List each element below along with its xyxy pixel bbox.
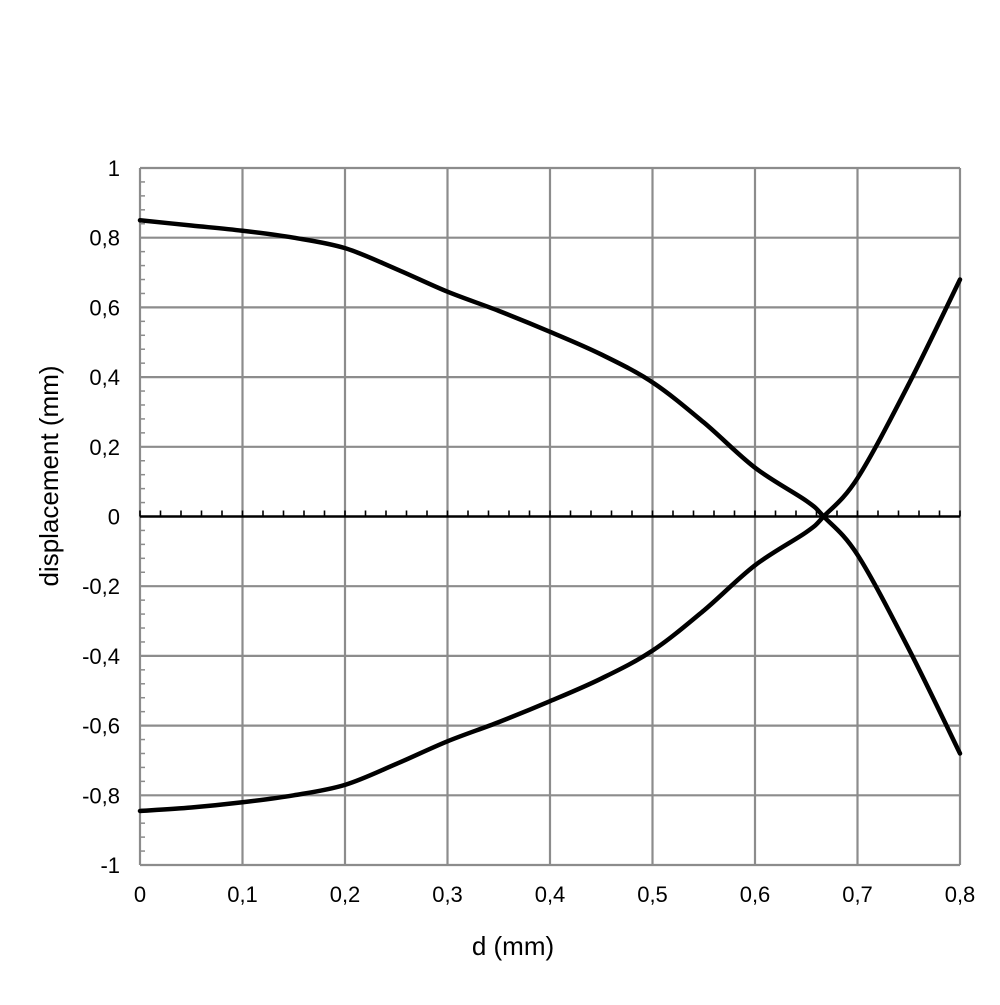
y-tick-label: -0,6 [82,714,120,739]
series-line-2 [137,277,963,814]
label-layer: 0 0,1 0,2 0,3 0,4 0,5 0,6 0,7 0,810,80,60,40,20-… [82,156,975,907]
x-tick-label: 0,3 [432,882,463,907]
x-tick-label: 0,1 [227,882,258,907]
y-tick-label: 0,6 [89,295,120,320]
series-line-1 [137,218,963,756]
x-tick-label: 0,7 [842,882,873,907]
y-tick-label: 0,4 [89,365,120,390]
x-tick-label: 0,4 [535,882,566,907]
x-tick-label: 0,6 [740,882,771,907]
y-tick-label: 0,2 [89,435,120,460]
y-axis-title: displacement (mm) [34,365,64,586]
y-tick-label: -0,2 [82,574,120,599]
y-tick-label: 0 [108,505,120,530]
x-axis-title: d (mm) [472,931,554,961]
x-tick-label: 0,5 [637,882,668,907]
x-tick-label: 0,2 [330,882,361,907]
series-layer [137,218,963,814]
grid-layer [138,166,962,867]
y-tick-label: -1 [100,853,120,878]
y-tick-label: -0,4 [82,644,120,669]
y-tick-label: 0,8 [89,226,120,251]
y-tick-label: 1 [108,156,120,181]
x-tick-label: 0,8 [945,882,976,907]
y-tick-label: -0,8 [82,783,120,808]
x-tick-label: 0 [134,882,146,907]
